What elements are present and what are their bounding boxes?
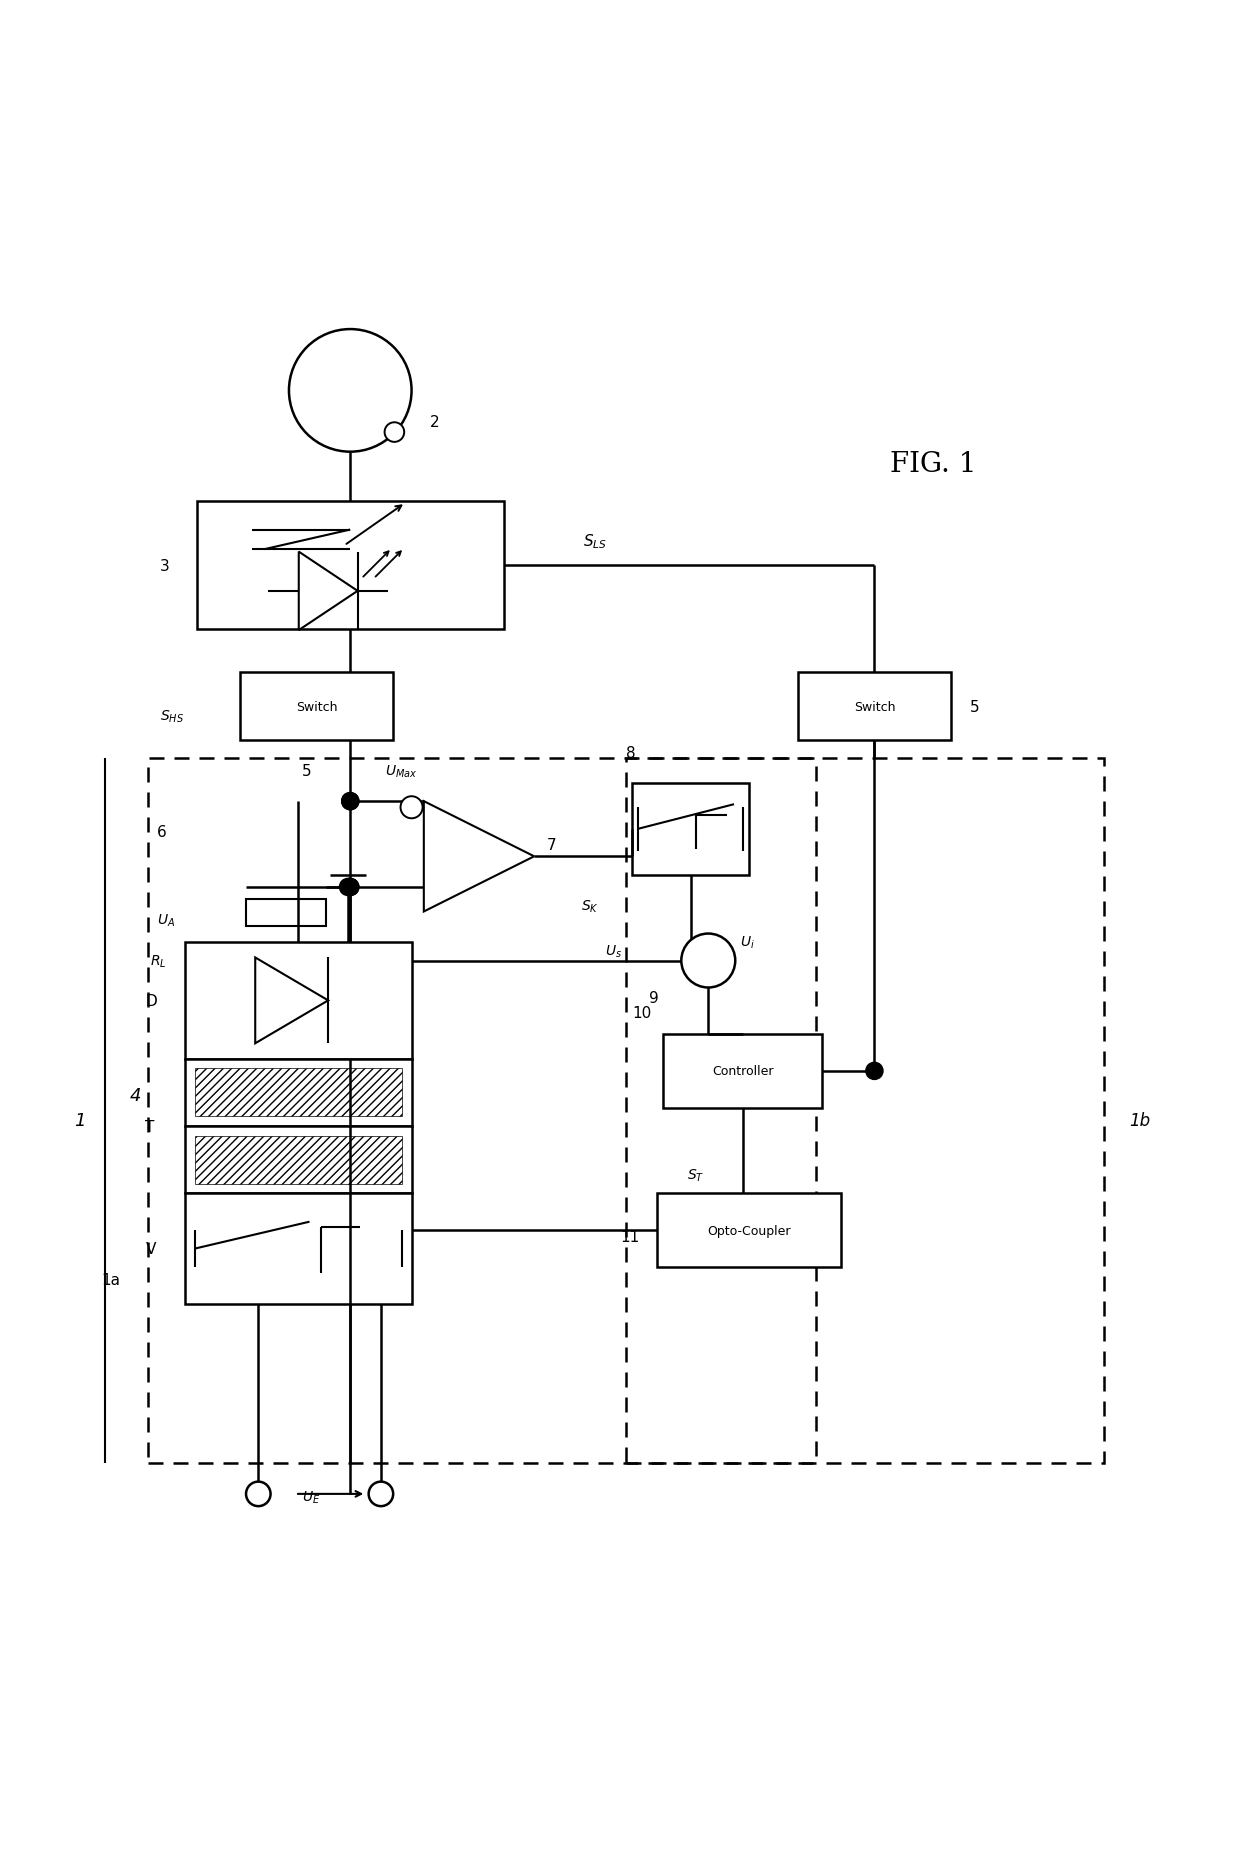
Bar <box>197 502 503 629</box>
Circle shape <box>866 1062 883 1081</box>
Text: $U_E$: $U_E$ <box>301 1489 320 1504</box>
Text: Opto-Coupler: Opto-Coupler <box>707 1225 790 1236</box>
Bar <box>657 1193 841 1268</box>
Text: V: V <box>145 1242 156 1257</box>
Text: 8: 8 <box>626 745 636 760</box>
Bar <box>246 899 326 927</box>
Text: $U_{Max}$: $U_{Max}$ <box>386 762 418 779</box>
Circle shape <box>342 792 358 811</box>
Text: $S_{LS}$: $S_{LS}$ <box>583 532 608 551</box>
Bar <box>185 942 412 1058</box>
Text: M: M <box>339 378 362 403</box>
Circle shape <box>384 423 404 442</box>
Text: 4: 4 <box>129 1086 141 1105</box>
Circle shape <box>368 1482 393 1506</box>
Text: 9: 9 <box>650 991 660 1006</box>
Circle shape <box>340 878 357 895</box>
Text: Switch: Switch <box>853 701 895 714</box>
Bar <box>626 759 1105 1463</box>
Text: $S_{HS}$: $S_{HS}$ <box>160 708 185 725</box>
Text: 5: 5 <box>970 699 980 714</box>
Text: 11: 11 <box>620 1229 640 1244</box>
Bar <box>797 672 951 740</box>
Text: 1a: 1a <box>102 1272 120 1287</box>
Text: $U_s$: $U_s$ <box>605 942 622 959</box>
Text: 1: 1 <box>74 1111 86 1129</box>
Text: $S_K$: $S_K$ <box>580 897 599 914</box>
Text: 6: 6 <box>156 824 166 839</box>
Text: FIG. 1: FIG. 1 <box>890 451 976 478</box>
Text: Controller: Controller <box>712 1066 774 1077</box>
Text: T: T <box>145 1118 155 1133</box>
Circle shape <box>342 878 358 895</box>
Polygon shape <box>424 802 534 912</box>
Text: Switch: Switch <box>296 701 337 714</box>
Bar <box>185 1058 412 1126</box>
Text: $R_L$: $R_L$ <box>150 953 167 968</box>
Text: $S_T$: $S_T$ <box>687 1167 704 1184</box>
Circle shape <box>681 935 735 987</box>
Bar <box>239 672 393 740</box>
Bar <box>185 1126 412 1193</box>
Text: 5: 5 <box>301 764 311 779</box>
Text: D: D <box>145 993 157 1008</box>
Text: 10: 10 <box>632 1006 651 1021</box>
Circle shape <box>289 330 412 453</box>
Bar <box>663 1034 822 1109</box>
Polygon shape <box>255 957 329 1043</box>
Text: 7: 7 <box>547 837 556 852</box>
Text: 3: 3 <box>160 558 170 573</box>
Text: 2: 2 <box>430 414 439 429</box>
Bar <box>185 1193 412 1304</box>
Bar <box>148 759 816 1463</box>
Polygon shape <box>299 553 357 631</box>
Text: 1b: 1b <box>1128 1111 1149 1129</box>
Circle shape <box>342 878 358 895</box>
Circle shape <box>246 1482 270 1506</box>
Text: $U_i$: $U_i$ <box>740 935 755 951</box>
Circle shape <box>401 796 423 819</box>
Circle shape <box>342 792 358 811</box>
Text: $U_A$: $U_A$ <box>156 912 175 929</box>
Bar <box>632 783 749 875</box>
